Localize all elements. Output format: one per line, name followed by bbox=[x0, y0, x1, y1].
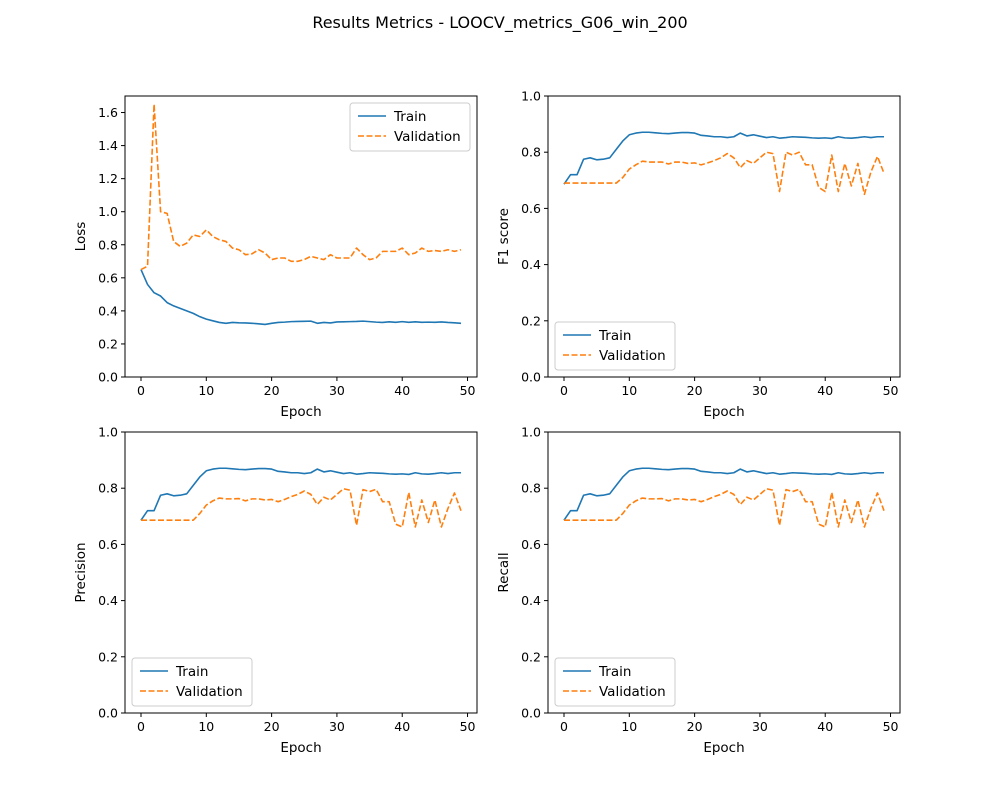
x-tick-label: 40 bbox=[817, 719, 833, 734]
legend-label-validation: Validation bbox=[599, 684, 666, 700]
y-tick-label: 1.2 bbox=[98, 171, 118, 186]
legend-box bbox=[131, 657, 253, 707]
axes-frame bbox=[547, 431, 901, 714]
y-tick-label: 0.2 bbox=[521, 313, 541, 328]
series-line-train bbox=[563, 131, 884, 185]
y-tick-label: 0.6 bbox=[98, 270, 118, 285]
legend-label-validation: Validation bbox=[176, 684, 243, 700]
legend: Train Validation bbox=[131, 657, 253, 707]
series-line-validation bbox=[140, 103, 462, 271]
x-axis-label: Epoch bbox=[703, 404, 744, 420]
x-tick-label: 30 bbox=[329, 383, 345, 398]
x-tick-label: 10 bbox=[198, 719, 214, 734]
x-tick-label: 20 bbox=[264, 383, 280, 398]
y-tick-label: 1.0 bbox=[98, 204, 118, 219]
y-tick-label: 1.6 bbox=[98, 105, 118, 120]
y-tick-label: 1.0 bbox=[98, 425, 118, 440]
subplot-recall: 0 10 20 30 40 50 0.0 0.2 0.4 0.6 0.8 1.0 Epoch Recall… bbox=[496, 425, 901, 756]
series-line-validation bbox=[564, 487, 885, 528]
subplot-grid: 0 10 20 30 40 50 0.0 0.2 0.4 0.6 0.8 1.0 1.2 1.4 1.6 Ep… bbox=[73, 89, 901, 756]
x-tick-label: 40 bbox=[817, 383, 833, 398]
legend-label-train: Train bbox=[393, 109, 426, 125]
y-tick-label: 0.0 bbox=[98, 370, 118, 385]
subplot-precision: 0 10 20 30 40 50 0.0 0.2 0.4 0.6 0.8 1.0 Epoch Precis… bbox=[73, 425, 478, 756]
x-axis-label: Epoch bbox=[280, 740, 321, 756]
x-tick-label: 40 bbox=[394, 719, 410, 734]
legend-box bbox=[554, 657, 676, 707]
y-tick-label: 0.6 bbox=[521, 201, 541, 216]
legend-label-validation: Validation bbox=[599, 348, 666, 364]
x-tick-label: 0 bbox=[560, 383, 568, 398]
x-tick-label: 0 bbox=[560, 719, 568, 734]
y-axis-label: Recall bbox=[496, 552, 512, 592]
y-axis-label: Precision bbox=[73, 542, 89, 602]
y-tick-label: 1.0 bbox=[521, 425, 541, 440]
figure-suptitle: Results Metrics - LOOCV_metrics_G06_win_… bbox=[312, 13, 687, 33]
y-tick-label: 0.6 bbox=[521, 537, 541, 552]
y-tick-label: 0.6 bbox=[98, 537, 118, 552]
legend: Train Validation bbox=[554, 657, 676, 707]
series-line-train bbox=[563, 467, 884, 521]
x-tick-label: 30 bbox=[329, 719, 345, 734]
x-tick-label: 0 bbox=[137, 383, 145, 398]
x-tick-label: 10 bbox=[621, 383, 637, 398]
x-tick-label: 10 bbox=[621, 719, 637, 734]
legend: Train Validation bbox=[554, 321, 676, 371]
y-axis-label: Loss bbox=[73, 222, 89, 252]
x-axis-label: Epoch bbox=[703, 740, 744, 756]
legend-label-train: Train bbox=[175, 664, 208, 680]
series-line-train bbox=[140, 467, 461, 521]
x-tick-label: 30 bbox=[752, 383, 768, 398]
axes-frame bbox=[124, 95, 478, 378]
y-tick-label: 1.4 bbox=[98, 138, 118, 153]
axes-frame bbox=[547, 95, 901, 378]
y-tick-label: 0.0 bbox=[521, 706, 541, 721]
y-axis-label: F1 score bbox=[496, 208, 512, 265]
legend-box bbox=[554, 321, 676, 371]
y-tick-label: 0.0 bbox=[521, 370, 541, 385]
x-tick-label: 10 bbox=[198, 383, 214, 398]
legend: Train Validation bbox=[349, 102, 471, 152]
y-tick-label: 0.4 bbox=[98, 303, 118, 318]
legend-box bbox=[349, 102, 471, 152]
x-tick-label: 20 bbox=[687, 719, 703, 734]
subplot-loss: 0 10 20 30 40 50 0.0 0.2 0.4 0.6 0.8 1.0 1.2 1.4 1.6 Ep… bbox=[73, 95, 478, 420]
legend-label-train: Train bbox=[598, 328, 631, 344]
y-tick-label: 0.0 bbox=[98, 706, 118, 721]
x-tick-label: 30 bbox=[752, 719, 768, 734]
x-axis-label: Epoch bbox=[280, 404, 321, 420]
x-tick-label: 50 bbox=[883, 383, 899, 398]
y-tick-label: 0.4 bbox=[98, 593, 118, 608]
y-tick-label: 0.8 bbox=[98, 481, 118, 496]
y-tick-label: 0.2 bbox=[98, 649, 118, 664]
y-tick-label: 0.8 bbox=[98, 237, 118, 252]
x-tick-label: 50 bbox=[883, 719, 899, 734]
axes-frame bbox=[124, 431, 478, 714]
series-line-validation bbox=[141, 487, 462, 528]
x-tick-label: 40 bbox=[394, 383, 410, 398]
x-tick-label: 20 bbox=[264, 719, 280, 734]
x-tick-label: 0 bbox=[137, 719, 145, 734]
y-tick-label: 0.8 bbox=[521, 481, 541, 496]
subplot-f1-score: 0 10 20 30 40 50 0.0 0.2 0.4 0.6 0.8 1.0 Epoch F1 sco… bbox=[496, 89, 901, 420]
x-tick-label: 50 bbox=[460, 719, 476, 734]
legend-label-validation: Validation bbox=[394, 129, 461, 145]
y-tick-label: 0.2 bbox=[98, 336, 118, 351]
y-tick-label: 0.4 bbox=[521, 257, 541, 272]
series-line-train bbox=[140, 269, 462, 326]
series-line-validation bbox=[564, 151, 885, 196]
y-tick-label: 0.2 bbox=[521, 649, 541, 664]
legend-label-train: Train bbox=[598, 664, 631, 680]
y-tick-label: 0.4 bbox=[521, 593, 541, 608]
x-tick-label: 50 bbox=[460, 383, 476, 398]
y-tick-label: 1.0 bbox=[521, 89, 541, 104]
x-tick-label: 20 bbox=[687, 383, 703, 398]
y-tick-label: 0.8 bbox=[521, 145, 541, 160]
